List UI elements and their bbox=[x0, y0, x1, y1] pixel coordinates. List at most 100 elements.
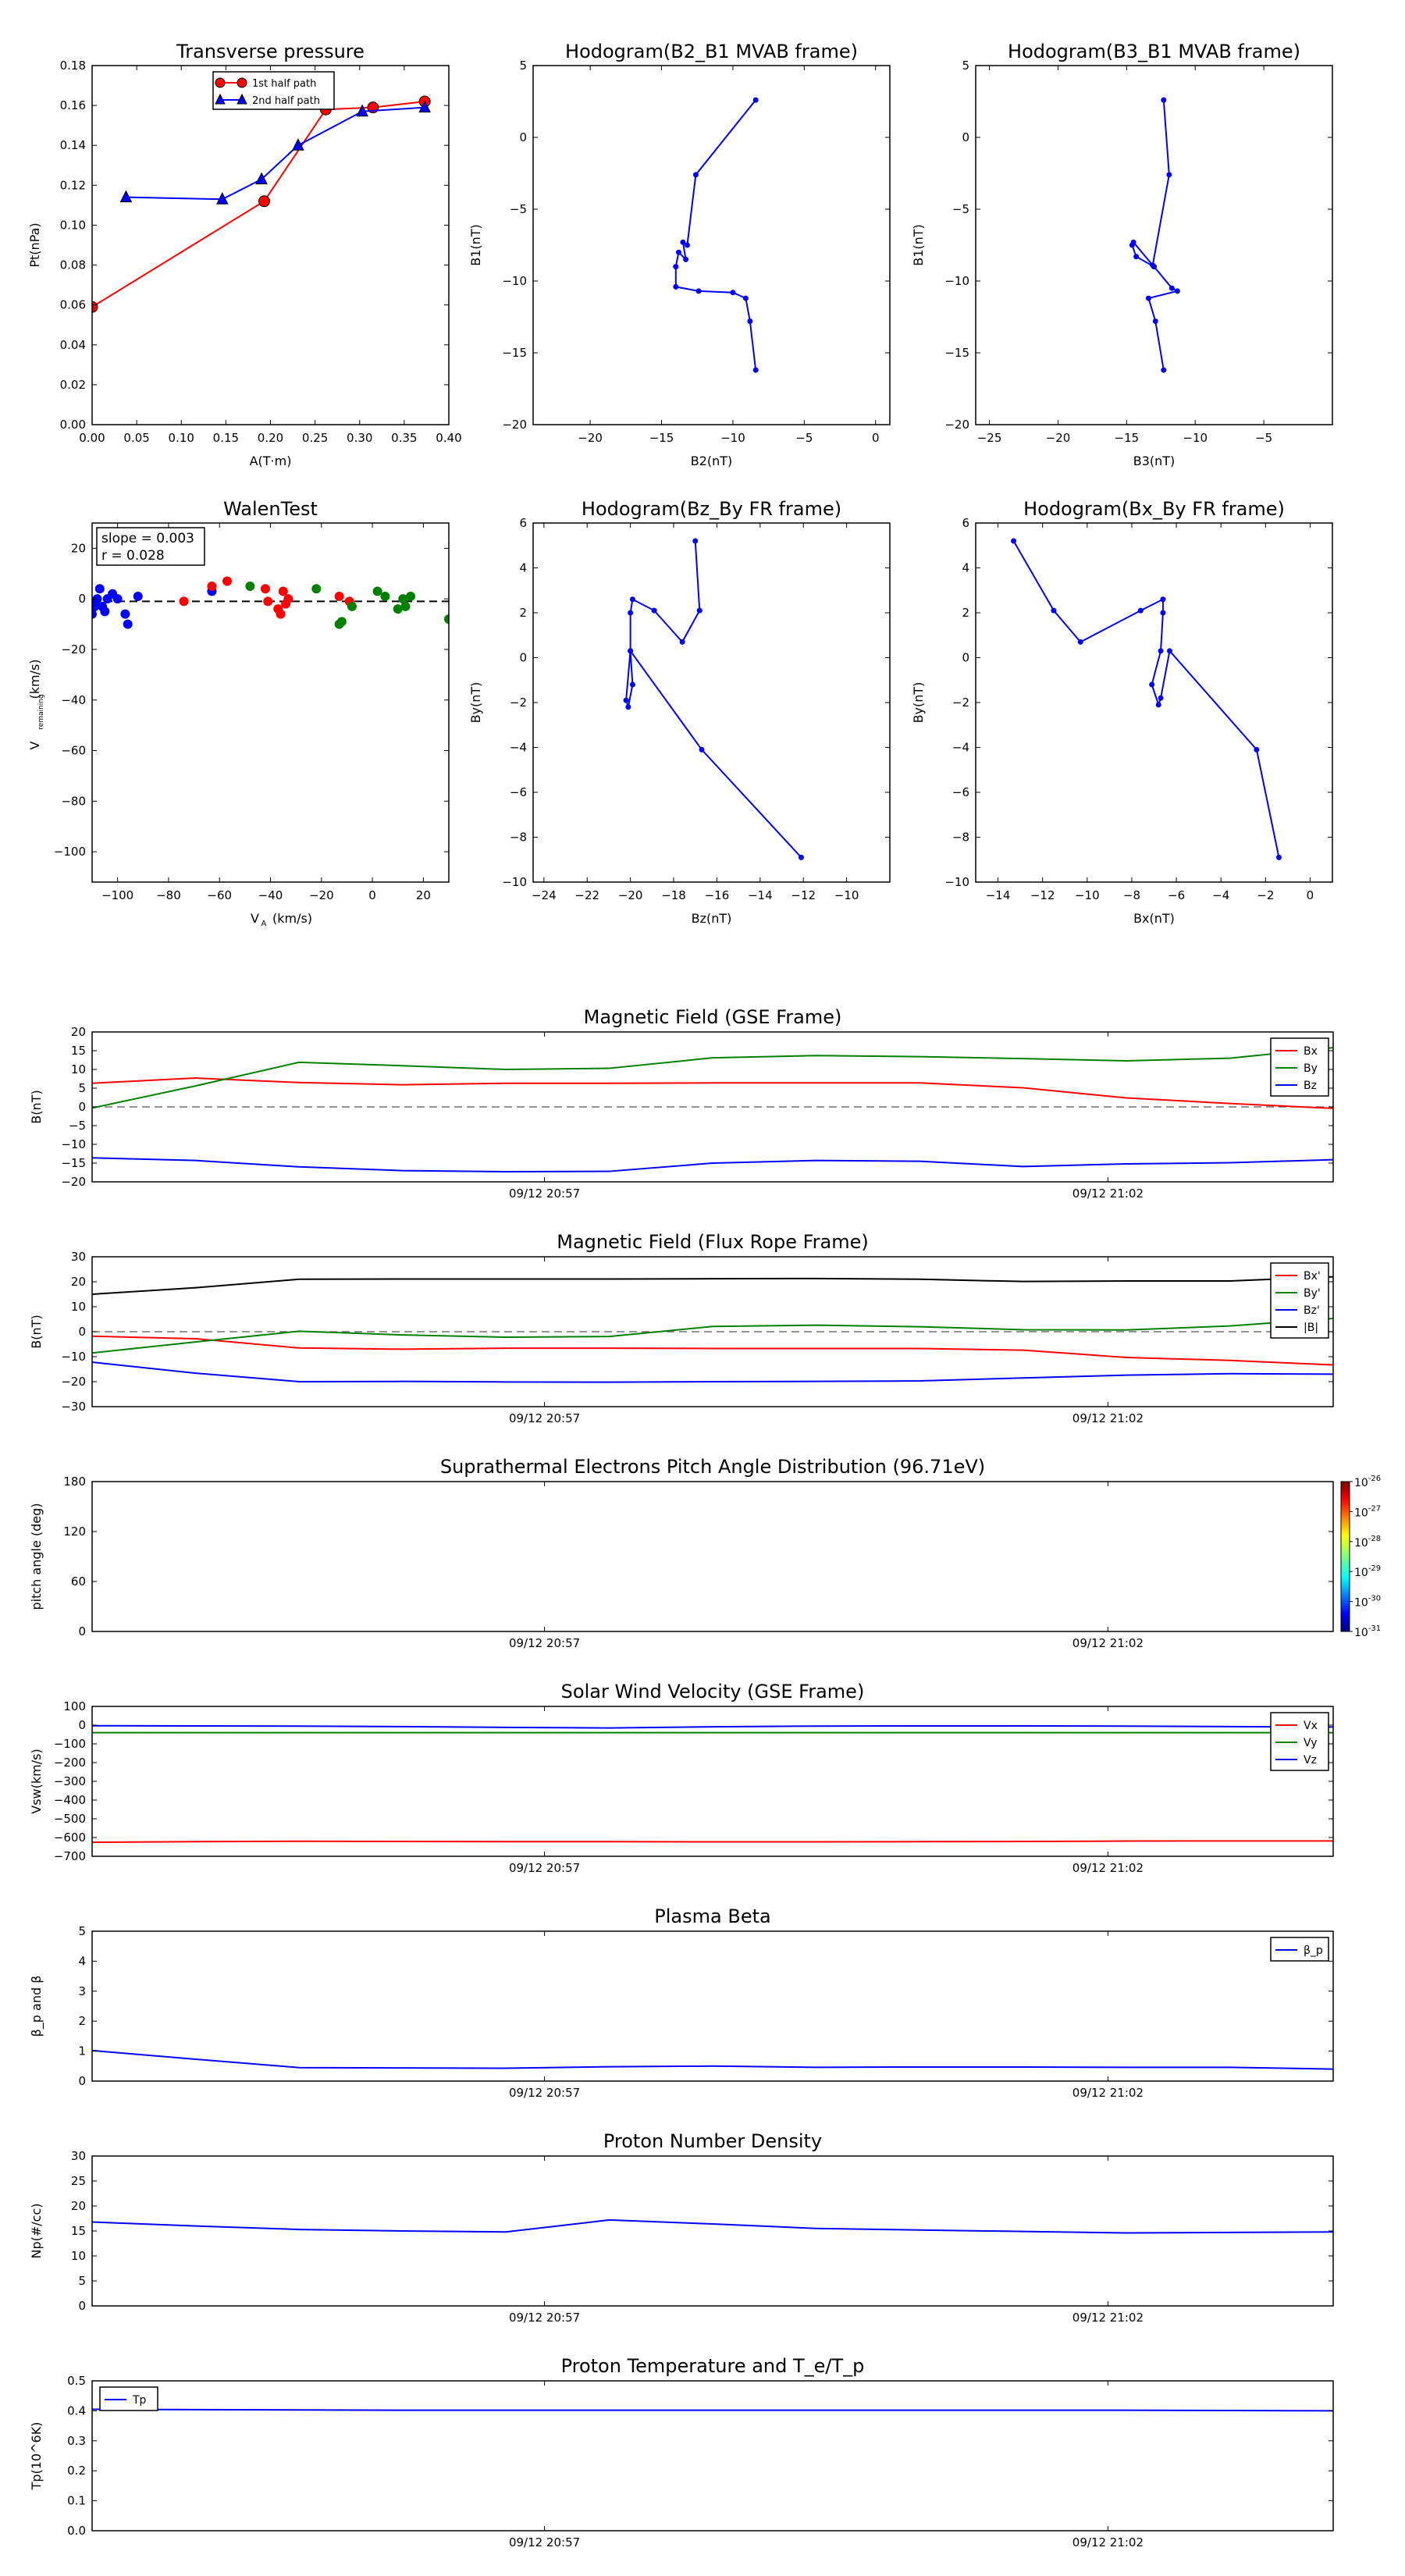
data-point bbox=[92, 594, 102, 604]
colorbar-tick-label: 10-30 bbox=[1354, 1595, 1381, 1610]
x-tick-label: −25 bbox=[977, 431, 1002, 445]
data-point bbox=[255, 172, 268, 185]
chart-walen: −100 −80 −60 −40 −20 0 20 −100 −80 −60 −40 −20 0 20 Wa… bbox=[27, 498, 450, 928]
chart-pad: 09/12 20:57 09/12 21:02 0 60 120 180 Suprather… bbox=[29, 1456, 1381, 1650]
y-tick-label: 0.18 bbox=[60, 59, 86, 73]
chart-mf_fr: 09/12 20:57 09/12 21:02 −30 −20 −10 0 10 20 30 Ma… bbox=[29, 1231, 1334, 1425]
y-axis-label: By(nT) bbox=[911, 682, 926, 724]
legend-label: 2nd half path bbox=[252, 95, 320, 107]
chart-vsw: 09/12 20:57 09/12 21:02 −700 −600 −500 −400 −3… bbox=[29, 1681, 1334, 1875]
legend-label: β_p bbox=[1304, 1944, 1323, 1957]
x-axis-label-sub: A bbox=[261, 920, 267, 928]
chart-title: Proton Number Density bbox=[603, 2130, 822, 2152]
legend-label: Vy bbox=[1304, 1737, 1318, 1749]
y-tick-label: 6 bbox=[519, 516, 527, 530]
legend-label: By bbox=[1304, 1062, 1318, 1075]
y-tick-label: −10 bbox=[944, 274, 969, 288]
y-tick-label: 0 bbox=[78, 1100, 86, 1114]
y-tick-label: 0.14 bbox=[60, 138, 86, 152]
plot-area bbox=[92, 1047, 1333, 1173]
legend-label: Vz bbox=[1304, 1754, 1317, 1767]
legend: 1st half path 2nd half path bbox=[212, 71, 335, 110]
x-tick-label: 09/12 20:57 bbox=[509, 1861, 580, 1875]
x-tick-label: −22 bbox=[574, 888, 599, 902]
y-tick-label: 180 bbox=[63, 1475, 86, 1489]
x-tick-label: 0.30 bbox=[347, 431, 372, 445]
y-tick-label: −5 bbox=[510, 202, 527, 216]
x-tick-label: −20 bbox=[309, 888, 334, 902]
colorbar-exponent: -31 bbox=[1368, 1624, 1381, 1633]
axes-background bbox=[976, 66, 1332, 425]
chart-h2: −25 −20 −15 −10 −5 −20 −15 −10 −5 0 5 Hodogram(B3_B… bbox=[911, 41, 1333, 468]
y-tick-label: 5 bbox=[519, 59, 527, 73]
x-tick-label: 09/12 21:02 bbox=[1072, 2086, 1144, 2100]
data-point bbox=[695, 288, 702, 294]
data-point bbox=[1130, 239, 1136, 245]
y-tick-label: −100 bbox=[54, 845, 86, 859]
y-tick-label: 0 bbox=[519, 651, 527, 665]
x-tick-label: −80 bbox=[156, 888, 181, 902]
y-axis-label: B1(nT) bbox=[468, 224, 483, 266]
axes-frame bbox=[91, 1706, 1334, 1857]
x-tick-label: 09/12 20:57 bbox=[509, 1636, 580, 1650]
data-point bbox=[1158, 648, 1164, 654]
data-point bbox=[120, 609, 130, 619]
data-point bbox=[798, 854, 804, 860]
y-tick-label: 2 bbox=[78, 2014, 86, 2028]
y-tick-label: 15 bbox=[71, 2224, 86, 2238]
y-tick-label: 20 bbox=[71, 2199, 86, 2213]
data-point bbox=[1168, 285, 1175, 291]
data-point bbox=[92, 609, 97, 619]
legend-frame bbox=[212, 71, 335, 110]
x-tick-label: −10 bbox=[834, 888, 859, 902]
x-tick-label: −12 bbox=[791, 888, 816, 902]
data-point bbox=[747, 318, 753, 325]
colorbar-tick-label: 10-26 bbox=[1354, 1475, 1381, 1489]
series-line bbox=[92, 1724, 1333, 1729]
x-tick-label: −8 bbox=[1123, 888, 1140, 902]
axes-frame bbox=[91, 2155, 1334, 2307]
y-tick-label: −15 bbox=[944, 346, 969, 360]
data-point bbox=[673, 264, 679, 270]
data-point bbox=[1158, 695, 1164, 701]
data-point bbox=[1166, 648, 1172, 654]
y-tick-label: 0 bbox=[962, 651, 969, 665]
data-point bbox=[692, 172, 699, 178]
y-tick-label: 20 bbox=[71, 541, 86, 555]
chart-title: Plasma Beta bbox=[654, 1905, 770, 1927]
data-point bbox=[276, 609, 286, 619]
x-tick-label: −12 bbox=[1030, 888, 1055, 902]
y-axis-label: B1(nT) bbox=[911, 224, 926, 266]
data-point bbox=[1077, 639, 1083, 645]
data-point bbox=[629, 596, 635, 603]
plot-area bbox=[92, 1724, 1333, 1843]
axes-background bbox=[976, 523, 1332, 882]
x-tick-label: −5 bbox=[795, 431, 813, 445]
y-tick-label: 0 bbox=[78, 1624, 86, 1638]
y-tick-label: 15 bbox=[71, 1044, 86, 1058]
y-tick-label: 2 bbox=[519, 606, 527, 620]
y-tick-label: 0 bbox=[519, 130, 527, 144]
legend-label: Vx bbox=[1304, 1720, 1318, 1732]
y-tick-label: 0.5 bbox=[67, 2374, 86, 2388]
x-tick-label: −18 bbox=[661, 888, 686, 902]
chart-title: Hodogram(Bz_By FR frame) bbox=[582, 498, 841, 520]
legend-marker bbox=[237, 77, 247, 88]
data-point bbox=[418, 100, 431, 113]
data-point bbox=[92, 601, 100, 611]
series-line bbox=[92, 1361, 1333, 1383]
data-point bbox=[222, 576, 233, 586]
series-line bbox=[92, 2049, 1333, 2070]
colorbar-exponent: -30 bbox=[1368, 1595, 1381, 1603]
y-tick-label: 30 bbox=[71, 2149, 86, 2163]
axes-background bbox=[533, 523, 890, 882]
colorbar-exponent: -29 bbox=[1368, 1564, 1381, 1573]
y-tick-label: −10 bbox=[61, 1350, 86, 1364]
data-point bbox=[628, 648, 634, 654]
x-tick-label: 09/12 20:57 bbox=[509, 1187, 580, 1201]
data-point bbox=[133, 591, 143, 601]
y-tick-label: 120 bbox=[63, 1525, 86, 1539]
x-tick-label: −6 bbox=[1168, 888, 1185, 902]
y-tick-label: 0 bbox=[78, 2299, 86, 2313]
x-tick-label: 0.00 bbox=[79, 431, 105, 445]
